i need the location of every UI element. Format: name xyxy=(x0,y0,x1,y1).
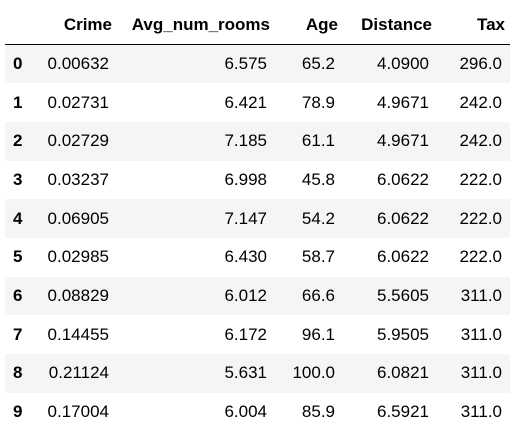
cell-age: 54.2 xyxy=(301,208,335,228)
header-row: Crime Avg_num_rooms Age Distance Tax xyxy=(5,6,510,45)
cell-age: 45.8 xyxy=(301,169,335,189)
cell-crime: 0.21124 xyxy=(48,363,109,383)
cell-avg-num-rooms: 7.147 xyxy=(224,208,267,228)
table-row: 6 0.08829 6.012 66.6 5.5605 311.0 xyxy=(5,276,510,316)
table-row: 1 0.02731 6.421 78.9 4.9671 242.0 xyxy=(5,83,510,122)
table-row: 7 0.14455 6.172 96.1 5.9505 311.0 xyxy=(5,315,510,354)
cell-crime: 0.03237 xyxy=(47,169,109,189)
cell-avg-num-rooms: 7.185 xyxy=(224,131,267,151)
cell-distance: 4.0900 xyxy=(377,54,429,74)
cell-distance: 6.0622 xyxy=(377,247,429,267)
row-index: 6 xyxy=(13,285,23,305)
cell-distance: 5.9505 xyxy=(377,324,429,344)
table-row: 3 0.03237 6.998 45.8 6.0622 222.0 xyxy=(5,160,510,200)
row-index: 7 xyxy=(13,324,23,344)
cell-tax: 311.0 xyxy=(460,402,502,422)
cell-tax: 242.0 xyxy=(459,131,502,151)
cell-crime: 0.02729 xyxy=(47,131,109,151)
column-header-avg-num-rooms: Avg_num_rooms xyxy=(117,6,275,45)
table-row: 2 0.02729 7.185 61.1 4.9671 242.0 xyxy=(5,121,510,161)
cell-distance: 6.0622 xyxy=(377,208,429,228)
cell-distance: 6.0622 xyxy=(377,169,429,189)
row-index: 9 xyxy=(13,402,23,422)
cell-crime: 0.08829 xyxy=(47,285,109,305)
cell-distance: 6.0821 xyxy=(377,363,429,383)
row-index: 8 xyxy=(13,363,23,383)
column-header-crime: Crime xyxy=(39,6,117,45)
cell-crime: 0.06905 xyxy=(47,208,109,228)
cell-tax: 242.0 xyxy=(459,92,502,112)
dataframe-output: Crime Avg_num_rooms Age Distance Tax 0 0.… xyxy=(5,6,510,432)
cell-tax: 222.0 xyxy=(459,247,502,267)
cell-age: 58.7 xyxy=(301,247,335,267)
cell-distance: 6.5921 xyxy=(377,402,429,422)
cell-distance: 4.9671 xyxy=(377,131,429,151)
table-row: 9 0.17004 6.004 85.9 6.5921 311.0 xyxy=(5,392,510,432)
cell-age: 66.6 xyxy=(301,285,335,305)
row-index: 2 xyxy=(13,131,23,151)
cell-distance: 4.9671 xyxy=(377,92,429,112)
column-header-age: Age xyxy=(275,6,343,45)
cell-tax: 222.0 xyxy=(459,169,502,189)
row-index: 3 xyxy=(13,169,23,189)
cell-tax: 296.0 xyxy=(459,54,502,74)
cell-avg-num-rooms: 5.631 xyxy=(224,363,267,383)
table-row: 0 0.00632 6.575 65.2 4.0900 296.0 xyxy=(5,44,510,84)
cell-crime: 0.00632 xyxy=(47,54,109,74)
row-index: 1 xyxy=(13,92,23,112)
column-header-index xyxy=(5,6,39,45)
table-body: 0 0.00632 6.575 65.2 4.0900 296.0 1 0.02731 6.42… xyxy=(5,44,510,432)
row-index: 4 xyxy=(13,208,23,228)
cell-avg-num-rooms: 6.004 xyxy=(224,402,267,422)
cell-tax: 222.0 xyxy=(459,208,502,228)
table-row: 5 0.02985 6.430 58.7 6.0622 222.0 xyxy=(5,237,510,277)
row-index: 5 xyxy=(13,247,23,267)
cell-age: 96.1 xyxy=(301,324,335,344)
table-header: Crime Avg_num_rooms Age Distance Tax xyxy=(5,6,510,45)
column-header-tax: Tax xyxy=(437,6,510,45)
cell-avg-num-rooms: 6.998 xyxy=(224,169,267,189)
cell-avg-num-rooms: 6.430 xyxy=(224,247,267,267)
cell-avg-num-rooms: 6.575 xyxy=(224,54,267,74)
cell-age: 61.1 xyxy=(301,131,335,151)
cell-crime: 0.17004 xyxy=(47,402,109,422)
cell-tax: 311.0 xyxy=(460,324,502,344)
dataframe-table: Crime Avg_num_rooms Age Distance Tax 0 0.… xyxy=(5,6,510,432)
cell-tax: 311.0 xyxy=(460,363,502,383)
cell-age: 85.9 xyxy=(301,402,335,422)
column-header-distance: Distance xyxy=(343,6,437,45)
cell-avg-num-rooms: 6.172 xyxy=(224,324,267,344)
table-row: 8 0.21124 5.631 100.0 6.0821 311.0 xyxy=(5,354,510,393)
cell-crime: 0.14455 xyxy=(47,324,109,344)
cell-tax: 311.0 xyxy=(460,285,502,305)
cell-crime: 0.02731 xyxy=(47,92,109,112)
cell-avg-num-rooms: 6.421 xyxy=(224,92,267,112)
row-index: 0 xyxy=(13,54,23,74)
cell-distance: 5.5605 xyxy=(377,285,429,305)
cell-age: 100.0 xyxy=(292,363,335,383)
cell-avg-num-rooms: 6.012 xyxy=(224,285,267,305)
table-row: 4 0.06905 7.147 54.2 6.0622 222.0 xyxy=(5,199,510,238)
cell-age: 65.2 xyxy=(301,54,335,74)
cell-crime: 0.02985 xyxy=(47,247,109,267)
cell-age: 78.9 xyxy=(301,92,335,112)
